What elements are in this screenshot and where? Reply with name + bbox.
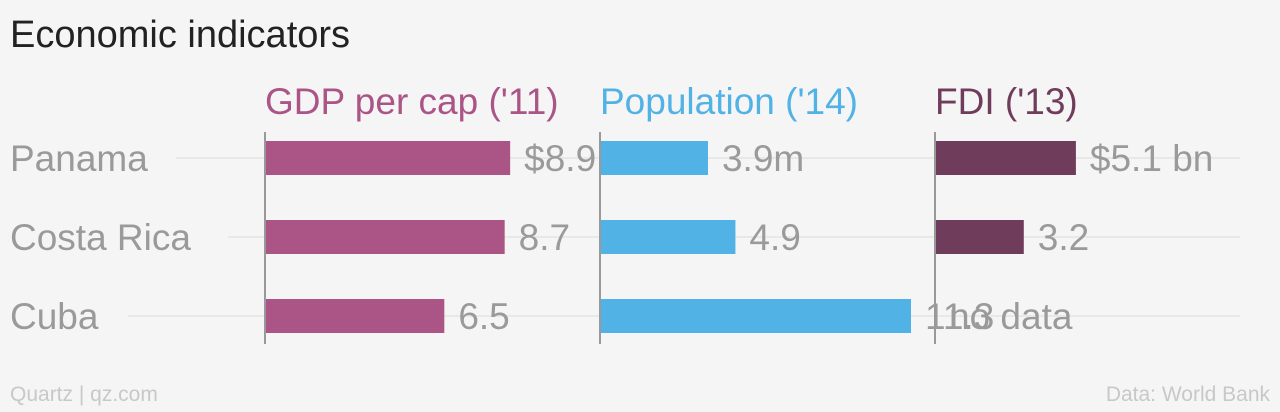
data-label: no data bbox=[949, 296, 1073, 337]
row-label: Cuba bbox=[10, 296, 99, 337]
bar bbox=[936, 220, 1024, 254]
panel-header: GDP per cap ('11) bbox=[265, 81, 559, 122]
panel-header: Population ('14) bbox=[600, 81, 858, 122]
bar bbox=[266, 299, 445, 333]
row-label: Costa Rica bbox=[10, 217, 191, 258]
chart-title: Economic indicators bbox=[10, 14, 351, 56]
data-label: 3.9m bbox=[722, 138, 804, 179]
bar bbox=[601, 220, 736, 254]
panel-header: FDI ('13) bbox=[935, 81, 1078, 122]
data-label: 8.7 bbox=[519, 217, 570, 258]
bar bbox=[266, 141, 511, 175]
data-label: $5.1 bn bbox=[1090, 138, 1213, 179]
data-label: 6.5 bbox=[458, 296, 509, 337]
bar bbox=[601, 299, 911, 333]
data-label: 3.2 bbox=[1038, 217, 1089, 258]
footer-source-right: Data: World Bank bbox=[1105, 383, 1270, 406]
bar bbox=[266, 220, 505, 254]
row-label: Panama bbox=[10, 138, 148, 179]
bar bbox=[601, 141, 708, 175]
footer-source-left: Quartz | qz.com bbox=[10, 383, 158, 406]
data-label: 11.3 bbox=[925, 296, 994, 337]
bar bbox=[936, 141, 1076, 175]
data-label: 4.9 bbox=[749, 217, 800, 258]
